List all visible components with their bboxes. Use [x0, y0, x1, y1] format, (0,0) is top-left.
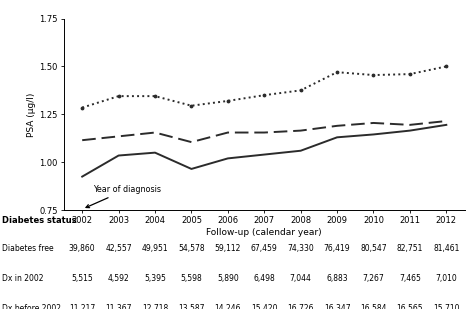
Text: 5,395: 5,395	[144, 274, 166, 283]
Text: 12,718: 12,718	[142, 304, 168, 309]
Text: Diabetes status: Diabetes status	[2, 216, 77, 225]
Text: 82,751: 82,751	[397, 244, 423, 253]
Text: Dx in 2002: Dx in 2002	[2, 274, 44, 283]
Text: 80,547: 80,547	[360, 244, 387, 253]
Text: 11,367: 11,367	[105, 304, 132, 309]
Text: 13,587: 13,587	[178, 304, 205, 309]
Text: 4,592: 4,592	[108, 274, 129, 283]
Text: 5,890: 5,890	[217, 274, 239, 283]
Text: 81,461: 81,461	[433, 244, 459, 253]
Text: 7,010: 7,010	[436, 274, 457, 283]
Text: 76,419: 76,419	[324, 244, 350, 253]
Text: 39,860: 39,860	[69, 244, 95, 253]
Text: 16,565: 16,565	[397, 304, 423, 309]
Text: 16,726: 16,726	[287, 304, 314, 309]
Text: 5,598: 5,598	[181, 274, 202, 283]
Text: 67,459: 67,459	[251, 244, 278, 253]
Text: 42,557: 42,557	[105, 244, 132, 253]
Text: 54,578: 54,578	[178, 244, 205, 253]
Text: 7,465: 7,465	[399, 274, 421, 283]
Text: 11,217: 11,217	[69, 304, 95, 309]
Text: Year of diagnosis: Year of diagnosis	[86, 185, 161, 208]
Text: 7,044: 7,044	[290, 274, 311, 283]
Text: 59,112: 59,112	[215, 244, 241, 253]
Text: Diabetes free: Diabetes free	[2, 244, 54, 253]
Text: 6,883: 6,883	[326, 274, 348, 283]
Text: 7,267: 7,267	[363, 274, 384, 283]
Text: 14,246: 14,246	[215, 304, 241, 309]
Text: 5,515: 5,515	[71, 274, 93, 283]
Y-axis label: PSA (μg/l): PSA (μg/l)	[27, 92, 36, 137]
Text: 16,584: 16,584	[360, 304, 387, 309]
X-axis label: Follow-up (calendar year): Follow-up (calendar year)	[207, 228, 322, 237]
Text: 74,330: 74,330	[287, 244, 314, 253]
Text: 16,347: 16,347	[324, 304, 350, 309]
Text: 15,710: 15,710	[433, 304, 460, 309]
Text: 49,951: 49,951	[142, 244, 168, 253]
Text: 6,498: 6,498	[254, 274, 275, 283]
Text: 15,420: 15,420	[251, 304, 277, 309]
Text: Dx before 2002: Dx before 2002	[2, 304, 61, 309]
